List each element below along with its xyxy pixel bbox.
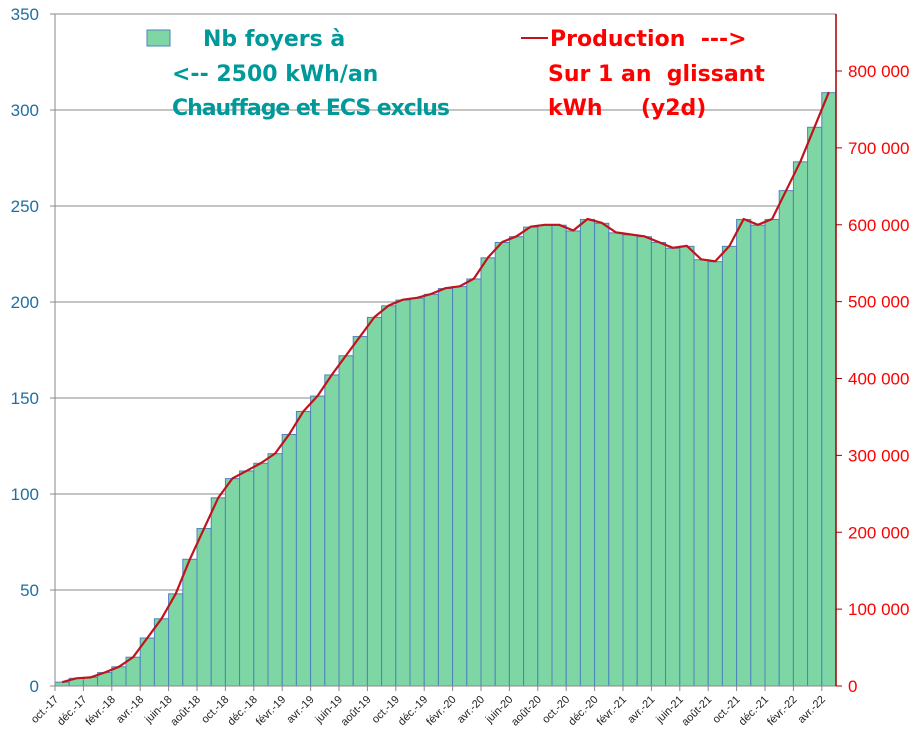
bar bbox=[295, 410, 312, 687]
bar bbox=[693, 259, 709, 687]
bar bbox=[736, 218, 752, 687]
x-tick-label: déc.-17 bbox=[55, 694, 89, 728]
left-tick-label: 250 bbox=[11, 197, 39, 216]
x-tick-label: avr.-19 bbox=[284, 694, 316, 726]
bar bbox=[196, 528, 212, 687]
right-tick-label: 500 000 bbox=[848, 293, 909, 312]
production-line bbox=[61, 91, 830, 684]
bar bbox=[721, 245, 738, 687]
x-tick-label: déc.-20 bbox=[566, 694, 600, 728]
legend-line-line-3: kWh (y2d) bbox=[548, 96, 706, 121]
bar bbox=[508, 236, 525, 687]
bar bbox=[480, 257, 496, 687]
bar bbox=[636, 236, 652, 687]
bar bbox=[437, 288, 454, 687]
right-tick-label: 600 000 bbox=[848, 216, 909, 235]
bar bbox=[750, 224, 766, 687]
bar bbox=[778, 190, 794, 687]
legend-bar-swatch bbox=[146, 29, 171, 47]
x-tick-label: août-20 bbox=[509, 694, 544, 729]
bar bbox=[594, 222, 610, 687]
bar bbox=[153, 618, 170, 687]
bar bbox=[409, 297, 425, 687]
bar bbox=[466, 278, 482, 687]
bar bbox=[452, 286, 468, 687]
bar bbox=[224, 478, 241, 687]
bar bbox=[807, 126, 823, 687]
left-tick-label: 0 bbox=[30, 677, 39, 696]
x-tick-label: août-18 bbox=[168, 694, 203, 729]
left-tick-label: 150 bbox=[11, 389, 39, 408]
bar bbox=[267, 453, 283, 687]
right-tick-label: 200 000 bbox=[848, 523, 909, 542]
left-tick-label: 350 bbox=[11, 5, 39, 24]
x-tick-label: déc.-18 bbox=[225, 694, 259, 728]
bar bbox=[679, 245, 695, 687]
x-tick-label: avr.-22 bbox=[796, 694, 828, 726]
bar bbox=[821, 92, 837, 687]
bar bbox=[565, 230, 581, 687]
legend-bar-line-2: <-- 2500 kWh/an bbox=[172, 62, 378, 87]
bar bbox=[239, 470, 255, 687]
bar bbox=[792, 161, 809, 687]
bar bbox=[423, 293, 439, 687]
left-tick-label: 200 bbox=[11, 293, 39, 312]
left-tick-label: 100 bbox=[11, 485, 39, 504]
legend-bar-line-3: Chauffage et ECS exclus bbox=[172, 96, 450, 121]
bar bbox=[352, 336, 368, 687]
bar bbox=[707, 261, 723, 687]
right-tick-label: 400 000 bbox=[848, 370, 909, 389]
x-tick-label: févr.-22 bbox=[765, 694, 799, 728]
x-tick-label: févr.-20 bbox=[424, 694, 458, 728]
bar bbox=[381, 305, 397, 687]
legend-line-line-1: Production ---> bbox=[550, 27, 747, 52]
production-line-series bbox=[61, 91, 830, 684]
right-tick-label: 700 000 bbox=[848, 139, 909, 158]
right-tick-label: 100 000 bbox=[848, 600, 909, 619]
bar bbox=[324, 374, 340, 687]
bars bbox=[54, 92, 837, 687]
bar bbox=[551, 224, 567, 687]
legend: Nb foyers à <-- 2500 kWh/an Chauffage et… bbox=[146, 27, 765, 121]
bar bbox=[338, 355, 354, 687]
bar bbox=[665, 247, 681, 687]
right-tick-label: 800 000 bbox=[848, 62, 909, 81]
x-tick-label: déc.-21 bbox=[737, 694, 771, 728]
left-tick-label: 300 bbox=[11, 101, 39, 120]
legend-bar-line-1: Nb foyers à bbox=[203, 27, 345, 52]
bar bbox=[537, 224, 553, 687]
x-tick-label: août-21 bbox=[679, 694, 714, 729]
bar bbox=[281, 433, 297, 687]
right-tick-label: 300 000 bbox=[848, 446, 909, 465]
bar bbox=[395, 299, 411, 687]
x-tick-label: févr.-19 bbox=[254, 694, 288, 728]
bar bbox=[650, 241, 667, 687]
x-tick-label: déc.-19 bbox=[396, 694, 430, 728]
bar bbox=[579, 218, 596, 687]
left-tick-label: 50 bbox=[20, 581, 39, 600]
bar bbox=[210, 497, 226, 687]
bar bbox=[54, 681, 70, 687]
x-tick-label: avr.-20 bbox=[455, 694, 487, 726]
x-tick-label: avr.-18 bbox=[114, 694, 146, 726]
bar bbox=[608, 232, 624, 687]
bar bbox=[622, 234, 638, 687]
x-tick-label: févr.-18 bbox=[83, 694, 117, 728]
bar bbox=[764, 218, 780, 687]
bar bbox=[523, 226, 539, 687]
bar bbox=[494, 241, 510, 687]
bar bbox=[310, 395, 326, 687]
x-tick-label: avr.-21 bbox=[625, 694, 657, 726]
x-tick-label: févr.-21 bbox=[595, 694, 629, 728]
legend-line-line-2: Sur 1 an glissant bbox=[548, 62, 765, 87]
x-tick-label: août-19 bbox=[339, 694, 374, 729]
bar bbox=[168, 593, 184, 687]
bar bbox=[253, 462, 269, 687]
bar bbox=[182, 558, 198, 687]
bar bbox=[366, 316, 383, 687]
right-tick-label: 0 bbox=[848, 677, 857, 696]
